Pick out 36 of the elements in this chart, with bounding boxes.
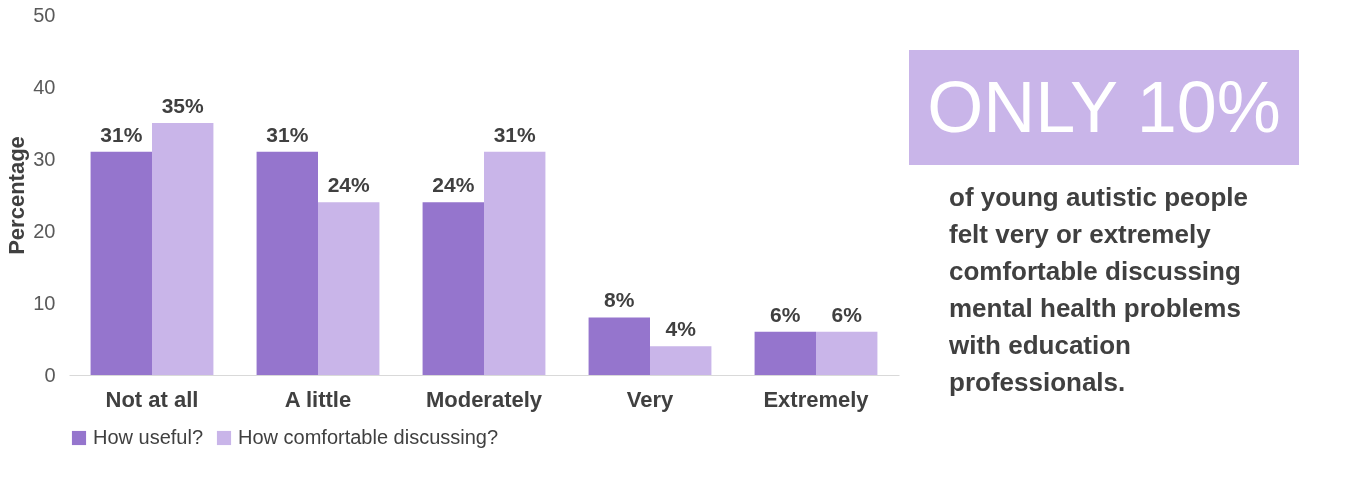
data-label: 31% bbox=[493, 122, 537, 146]
bar bbox=[754, 331, 816, 375]
bar bbox=[650, 346, 712, 375]
y-tick-label: 40 bbox=[33, 75, 56, 98]
x-tick-label: Moderately bbox=[425, 386, 543, 412]
bar bbox=[588, 317, 650, 375]
bar bbox=[816, 331, 878, 375]
text: ONLY 10% bbox=[927, 67, 1281, 147]
data-label: 6% bbox=[770, 302, 801, 326]
bar bbox=[90, 151, 152, 375]
bar bbox=[152, 123, 214, 375]
bar bbox=[318, 202, 380, 375]
data-label: 8% bbox=[604, 288, 635, 312]
y-tick-label: 50 bbox=[33, 3, 56, 26]
legend-label: How useful? bbox=[93, 426, 204, 448]
y-tick-label: 30 bbox=[33, 147, 56, 170]
y-tick-label: 0 bbox=[44, 363, 56, 386]
x-tick-label: Very bbox=[626, 386, 675, 412]
bar bbox=[256, 151, 318, 375]
y-axis-title: Percentage bbox=[4, 136, 30, 255]
text: of young autistic people felt very or extremely comfortable discussing mental health problems with education professionals. bbox=[948, 182, 1249, 397]
data-label: 35% bbox=[161, 94, 205, 117]
data-label: 31% bbox=[100, 122, 143, 146]
x-tick-label: Extremely bbox=[763, 386, 870, 412]
legend-label: How comfortable discussing? bbox=[238, 426, 499, 448]
data-label: 24% bbox=[327, 173, 371, 197]
x-tick-label: Not at all bbox=[105, 386, 199, 412]
y-tick-label: 10 bbox=[33, 291, 56, 314]
data-label: 6% bbox=[831, 302, 863, 326]
bar bbox=[484, 151, 546, 375]
y-tick-label: 20 bbox=[33, 219, 56, 242]
x-tick-label: A little bbox=[284, 386, 352, 412]
bar bbox=[422, 202, 484, 375]
data-label: 4% bbox=[665, 317, 697, 341]
data-label: 31% bbox=[266, 122, 309, 146]
data-label: 24% bbox=[432, 173, 475, 197]
